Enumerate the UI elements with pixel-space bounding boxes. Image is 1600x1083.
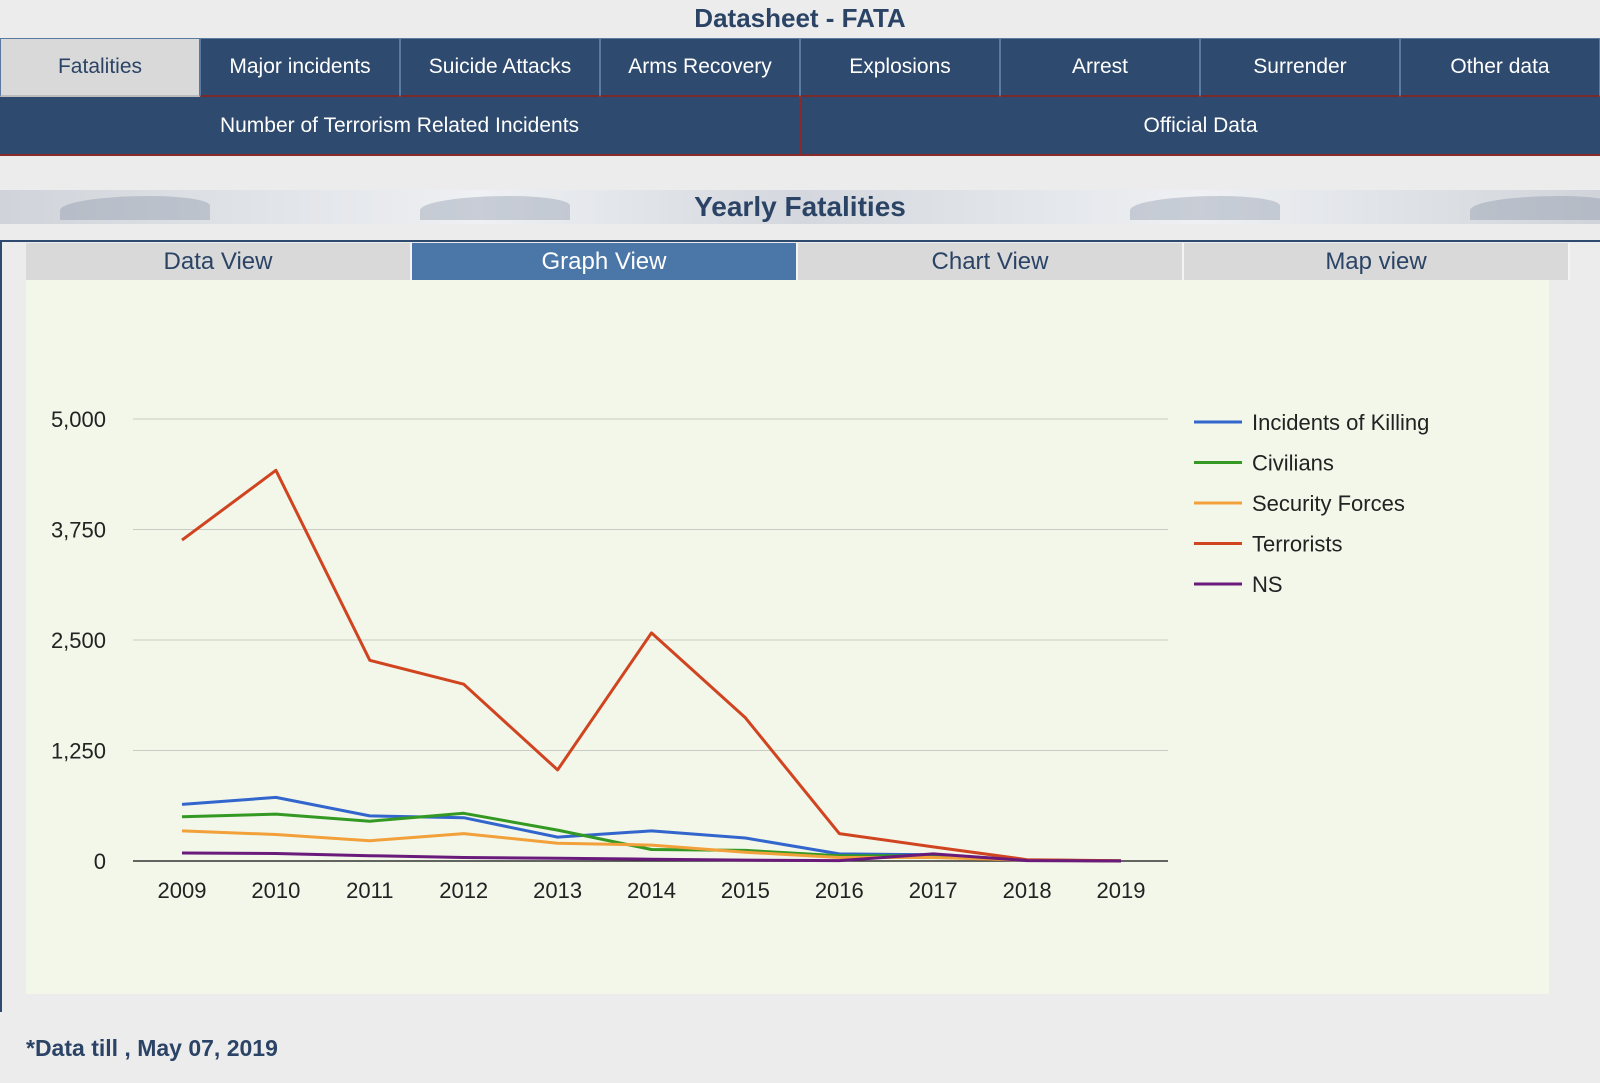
banner-decoration: [420, 196, 570, 220]
tab-chart-view[interactable]: Chart View: [798, 243, 1184, 280]
tab-surrender[interactable]: Surrender: [1200, 38, 1400, 97]
page-title: Datasheet - FATA: [694, 3, 906, 33]
tab-other-data[interactable]: Other data: [1400, 38, 1600, 97]
y-tick-label: 1,250: [51, 739, 106, 764]
series-line: [181, 829, 1122, 863]
series-line: [181, 795, 1122, 863]
section-banner: Yearly Fatalities: [0, 190, 1600, 224]
x-tick-label: 2015: [721, 878, 770, 903]
data-date-note: *Data till , May 07, 2019: [26, 1035, 278, 1061]
banner-decoration: [60, 196, 210, 220]
tab-fatalities[interactable]: Fatalities: [0, 38, 200, 97]
x-tick-label: 2019: [1097, 878, 1146, 903]
x-tick-label: 2012: [439, 878, 488, 903]
view-tabs: Data View Graph View Chart View Map view: [26, 243, 1570, 280]
x-tick-label: 2014: [627, 878, 676, 903]
view-panel: [0, 240, 1600, 1012]
tab-explosions[interactable]: Explosions: [800, 38, 1000, 97]
section-title: Yearly Fatalities: [694, 191, 906, 222]
series-line: [181, 468, 1122, 863]
data-source-tabs: Number of Terrorism Related Incidents Of…: [0, 97, 1600, 156]
legend-label: Civilians: [1252, 451, 1334, 476]
y-tick-label: 0: [94, 849, 106, 874]
x-tick-label: 2010: [251, 878, 300, 903]
x-tick-label: 2013: [533, 878, 582, 903]
tab-major-incidents[interactable]: Major incidents: [200, 38, 400, 97]
x-tick-label: 2016: [815, 878, 864, 903]
tab-map-view[interactable]: Map view: [1184, 243, 1570, 280]
tab-official-data[interactable]: Official Data: [799, 97, 1600, 156]
x-tick-label: 2011: [346, 878, 393, 903]
y-tick-label: 5,000: [51, 407, 106, 432]
tab-data-view[interactable]: Data View: [26, 243, 412, 280]
tab-arms-recovery[interactable]: Arms Recovery: [600, 38, 800, 97]
y-tick-label: 3,750: [51, 518, 106, 543]
legend-label: Incidents of Killing: [1252, 410, 1429, 435]
banner-decoration: [1130, 196, 1280, 220]
x-tick-label: 2018: [1003, 878, 1052, 903]
x-tick-label: 2009: [158, 878, 207, 903]
series-line: [181, 851, 1122, 863]
legend-label: Terrorists: [1252, 532, 1342, 557]
tab-suicide-attacks[interactable]: Suicide Attacks: [400, 38, 600, 97]
chart-area: 0 1,250 2,500 3,750 5,000 2009 2010 2011 2012 201…: [26, 280, 1549, 994]
x-tick-label: 2017: [909, 878, 958, 903]
legend-label: Security Forces: [1252, 491, 1405, 516]
line-chart: 0 1,250 2,500 3,750 5,000 2009 2010 2011 2012 201…: [51, 407, 1429, 903]
banner-decoration: [1470, 196, 1600, 220]
y-tick-label: 2,500: [51, 628, 106, 653]
tab-arrest[interactable]: Arrest: [1000, 38, 1200, 97]
legend-label: NS: [1252, 572, 1283, 597]
category-tabs: Fatalities Major incidents Suicide Attac…: [0, 38, 1600, 97]
tab-terrorism-incidents[interactable]: Number of Terrorism Related Incidents: [0, 97, 799, 156]
tab-graph-view[interactable]: Graph View: [412, 243, 798, 280]
